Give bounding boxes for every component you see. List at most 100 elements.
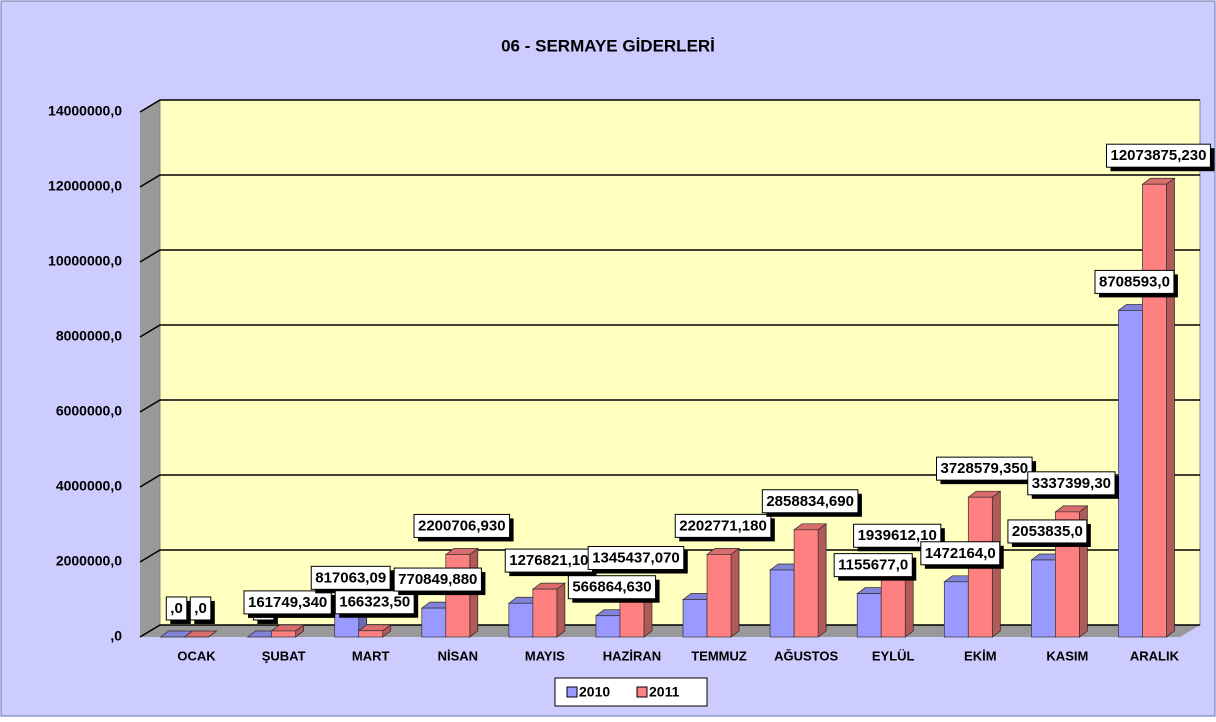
y-tick-label: 12000000,0 xyxy=(48,178,122,194)
floor xyxy=(140,625,1200,637)
bar xyxy=(793,523,828,638)
y-tick-label: 6000000,0 xyxy=(56,403,122,419)
data-label-box xyxy=(587,546,685,571)
data-label-box xyxy=(1105,143,1211,168)
data-label: 1276821,10 xyxy=(504,548,597,577)
data-label-text: 566864,630 xyxy=(572,579,651,596)
bar-side xyxy=(730,547,740,638)
data-label-box xyxy=(833,553,913,578)
data-label: 161749,340 xyxy=(243,590,336,618)
data-label: 12073875,230 xyxy=(1105,143,1215,172)
data-label: 2202771,180 xyxy=(674,513,775,542)
data-label-text: 770849,880 xyxy=(398,571,477,588)
bar xyxy=(1141,177,1176,638)
bar xyxy=(705,547,741,638)
y-tick-label: 10000000,0 xyxy=(48,253,122,269)
legend: 2010 2011 xyxy=(554,677,708,707)
data-label-text: 12073875,230 xyxy=(1110,147,1206,164)
data-label-text: 2200706,930 xyxy=(418,517,506,534)
bar-front xyxy=(595,615,621,638)
data-label-text: 8708593,0 xyxy=(1099,273,1170,290)
grid-line xyxy=(139,174,1200,188)
data-label-box xyxy=(189,596,212,621)
bar-front xyxy=(508,602,534,638)
data-label-text: 166323,50 xyxy=(339,594,410,611)
data-label: 2200706,930 xyxy=(413,513,514,542)
y-tick-label: 2000000,0 xyxy=(56,553,122,569)
data-label-text: 1939612,10 xyxy=(858,527,937,544)
bar xyxy=(531,582,566,638)
data-label-box xyxy=(674,513,772,538)
bar-front xyxy=(856,593,882,638)
legend-swatch xyxy=(566,686,578,698)
x-tick-label: ARALIK xyxy=(1130,648,1180,663)
data-label-text: 1472164,0 xyxy=(925,545,996,562)
bar xyxy=(357,624,392,638)
legend-box xyxy=(554,677,708,707)
y-tick-label: 4000000,0 xyxy=(56,478,122,494)
y-tick-label: ,0 xyxy=(110,628,122,644)
bar-front xyxy=(793,529,819,638)
side-wall xyxy=(140,100,160,637)
bar-front xyxy=(1031,559,1056,638)
data-label-box xyxy=(413,513,511,538)
data-label: 566864,630 xyxy=(567,575,660,603)
data-label-box xyxy=(393,567,482,592)
data-label-box xyxy=(761,489,859,514)
bar-side xyxy=(556,582,566,638)
x-tick-label: MAYIS xyxy=(525,648,565,663)
data-label: 1155677,0 xyxy=(833,553,917,581)
bar-side xyxy=(1166,177,1175,638)
bar-front xyxy=(421,607,447,638)
y-tick-label: 8000000,0 xyxy=(56,328,122,344)
data-label-box xyxy=(334,590,415,615)
data-label-text: 1345437,070 xyxy=(592,550,680,567)
data-label: 3728579,350 xyxy=(935,456,1037,485)
legend-label: 2011 xyxy=(649,684,680,700)
x-tick-label: KASIM xyxy=(1046,648,1088,663)
data-label-box xyxy=(853,523,942,548)
x-tick-label: HAZİRAN xyxy=(603,648,662,663)
data-label: 3337399,30 xyxy=(1027,471,1119,499)
data-label-text: 2053835,0 xyxy=(1012,523,1083,540)
data-label-text: 2858834,690 xyxy=(766,493,854,510)
data-label-text: 161749,340 xyxy=(248,594,327,611)
bar-front xyxy=(769,569,795,638)
bar xyxy=(270,624,305,638)
data-label: 2858834,690 xyxy=(761,489,862,517)
bar-front xyxy=(532,588,558,638)
x-tick-label: OCAK xyxy=(177,648,216,663)
data-label-box xyxy=(920,541,1001,566)
data-label: 8708593,0 xyxy=(1094,269,1178,298)
bar-front xyxy=(1118,310,1143,638)
data-label-text: ,0 xyxy=(170,600,183,617)
data-label-box xyxy=(1007,519,1088,544)
bar-front xyxy=(1142,183,1167,638)
data-label-text: 817063,09 xyxy=(315,569,386,586)
chart-title: 06 - SERMAYE GİDERLERİ xyxy=(501,36,715,55)
x-tick-label: NİSAN xyxy=(438,648,478,663)
data-label: ,0 xyxy=(165,596,191,624)
data-label-box xyxy=(935,456,1033,481)
grid-line xyxy=(139,624,1200,638)
grid-line xyxy=(139,399,1200,413)
data-label: 817063,09 xyxy=(310,565,395,594)
data-label-box xyxy=(1027,471,1116,496)
bar-side xyxy=(817,523,827,638)
data-label-text: 1155677,0 xyxy=(838,557,908,574)
data-label-text: 3337399,30 xyxy=(1032,475,1111,492)
x-tick-label: MART xyxy=(352,648,390,663)
data-label-box xyxy=(310,565,391,590)
grid-line xyxy=(139,474,1200,488)
bar-front xyxy=(271,630,296,638)
bar-front xyxy=(943,581,969,638)
data-label-box xyxy=(165,596,188,621)
bar-front xyxy=(682,599,708,638)
x-tick-label: ŞUBAT xyxy=(262,648,306,663)
x-tick-label: TEMMUZ xyxy=(691,648,747,663)
data-label: 770849,880 xyxy=(393,567,486,596)
data-label: ,0 xyxy=(189,596,215,624)
data-label-text: ,0 xyxy=(194,600,207,617)
grid-line xyxy=(139,549,1200,563)
data-label-box xyxy=(567,575,657,600)
